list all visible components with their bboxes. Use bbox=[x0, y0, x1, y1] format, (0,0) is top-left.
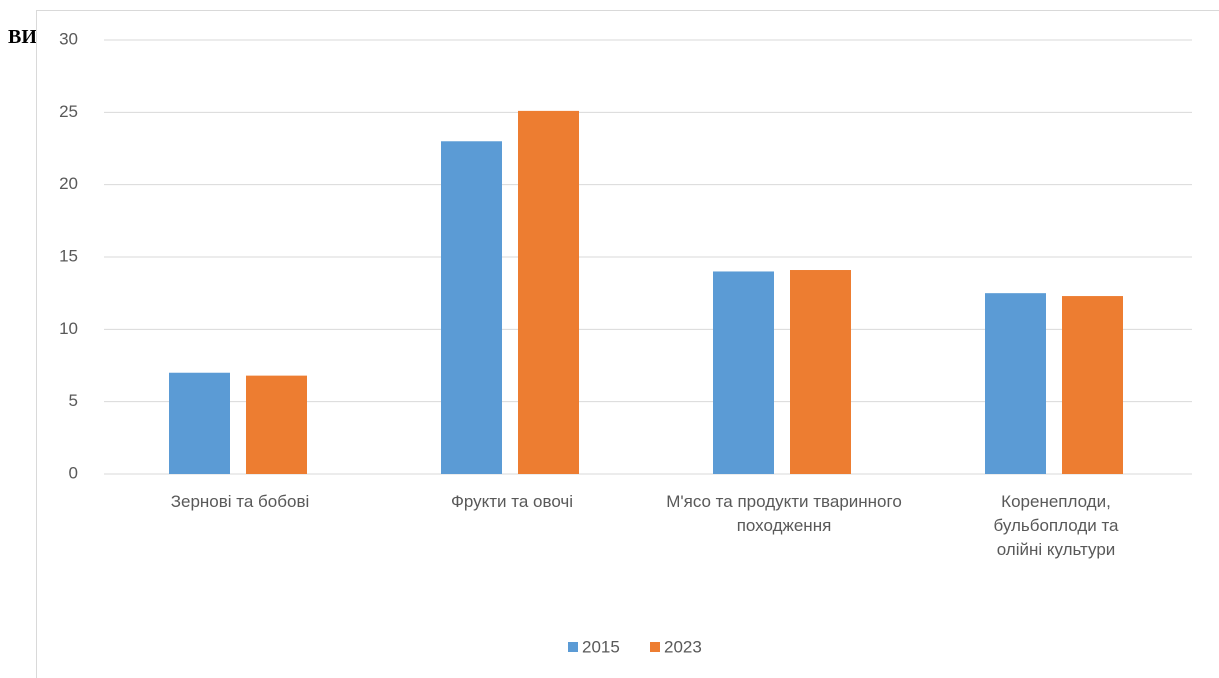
x-tick-label: Коренеплоди, бульбоплоди та олійні культ… bbox=[993, 492, 1119, 559]
x-tick-label: Зернові та бобові bbox=[170, 492, 310, 511]
bar bbox=[441, 141, 502, 474]
y-tick-label: 15 bbox=[59, 246, 78, 265]
x-tick-label: Фрукти та овочі bbox=[450, 492, 574, 511]
legend-swatch bbox=[650, 642, 660, 652]
legend-swatch bbox=[568, 642, 578, 652]
bar bbox=[985, 293, 1046, 474]
bar bbox=[790, 270, 851, 474]
y-tick-label: 5 bbox=[69, 391, 78, 410]
x-tick-label: М'ясо та продукти тваринного походження bbox=[666, 492, 902, 535]
bar bbox=[246, 375, 307, 474]
legend-label: 2015 bbox=[582, 637, 620, 656]
bar bbox=[713, 271, 774, 474]
bar bbox=[518, 110, 579, 475]
header-text: ВИ bbox=[8, 26, 37, 48]
bar bbox=[1062, 296, 1123, 474]
y-tick-label: 25 bbox=[59, 102, 78, 121]
bar bbox=[169, 372, 230, 474]
chart-frame bbox=[36, 10, 1219, 678]
y-tick-label: 30 bbox=[59, 29, 78, 48]
y-tick-label: 10 bbox=[59, 319, 78, 338]
y-tick-label: 20 bbox=[59, 174, 78, 193]
y-tick-label: 0 bbox=[69, 463, 78, 482]
legend-label: 2023 bbox=[664, 637, 702, 656]
